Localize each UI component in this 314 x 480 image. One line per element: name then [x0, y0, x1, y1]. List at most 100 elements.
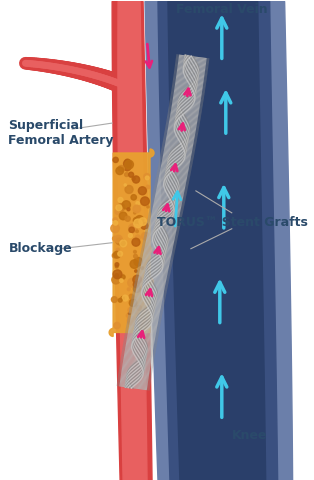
Circle shape [122, 201, 130, 209]
Circle shape [133, 281, 139, 288]
Circle shape [133, 275, 142, 284]
Circle shape [134, 251, 136, 253]
Polygon shape [158, 1, 278, 480]
Circle shape [135, 311, 138, 314]
Circle shape [145, 176, 149, 180]
Polygon shape [109, 149, 154, 336]
Circle shape [114, 252, 120, 258]
Circle shape [136, 230, 138, 233]
Circle shape [125, 185, 133, 193]
Circle shape [129, 227, 134, 232]
Circle shape [128, 278, 137, 287]
Circle shape [130, 317, 138, 325]
Circle shape [129, 224, 137, 232]
Circle shape [133, 205, 141, 213]
Circle shape [133, 176, 140, 183]
Circle shape [134, 254, 137, 258]
Circle shape [118, 299, 122, 302]
Circle shape [118, 166, 124, 172]
Polygon shape [168, 1, 266, 480]
Circle shape [138, 187, 146, 195]
Circle shape [143, 283, 145, 286]
Circle shape [113, 157, 118, 163]
Circle shape [136, 216, 144, 224]
Circle shape [132, 177, 135, 180]
Circle shape [144, 277, 153, 286]
Circle shape [115, 235, 122, 243]
Circle shape [144, 173, 150, 180]
Circle shape [124, 164, 131, 171]
Text: Blockage: Blockage [8, 242, 72, 255]
Circle shape [122, 295, 128, 301]
Polygon shape [118, 1, 147, 480]
Circle shape [116, 248, 120, 252]
Circle shape [111, 224, 119, 233]
Circle shape [125, 173, 128, 177]
Circle shape [123, 160, 132, 168]
Circle shape [118, 273, 123, 278]
Circle shape [134, 257, 143, 266]
Circle shape [111, 297, 117, 302]
Circle shape [127, 288, 130, 291]
Circle shape [118, 197, 123, 203]
Circle shape [120, 279, 123, 282]
Text: Knee: Knee [232, 429, 268, 442]
Circle shape [128, 312, 131, 314]
Circle shape [139, 323, 142, 325]
Circle shape [113, 270, 122, 279]
Circle shape [115, 265, 118, 268]
Circle shape [139, 218, 147, 226]
Circle shape [113, 221, 118, 225]
Text: Femoral Vein: Femoral Vein [176, 3, 268, 16]
Circle shape [141, 267, 144, 269]
Circle shape [118, 252, 122, 256]
Circle shape [134, 297, 137, 299]
Circle shape [114, 323, 120, 329]
Circle shape [119, 240, 125, 246]
Circle shape [147, 205, 149, 208]
Circle shape [141, 222, 148, 229]
Circle shape [129, 299, 137, 307]
Circle shape [143, 282, 148, 287]
Circle shape [115, 263, 119, 266]
Circle shape [124, 184, 126, 186]
Circle shape [112, 276, 120, 284]
Polygon shape [145, 1, 293, 480]
Circle shape [135, 235, 140, 240]
Circle shape [126, 314, 130, 317]
Circle shape [112, 236, 117, 241]
Text: Superficial
Femoral Artery: Superficial Femoral Artery [8, 119, 114, 147]
Circle shape [133, 217, 139, 223]
Circle shape [127, 208, 130, 211]
Circle shape [121, 275, 125, 279]
Circle shape [128, 307, 133, 313]
Circle shape [121, 241, 125, 245]
Circle shape [135, 270, 137, 272]
Polygon shape [112, 1, 152, 480]
Circle shape [113, 218, 117, 222]
Circle shape [125, 216, 130, 221]
Circle shape [116, 167, 124, 175]
Circle shape [136, 202, 139, 205]
Circle shape [115, 274, 118, 277]
Circle shape [136, 305, 142, 311]
Circle shape [125, 159, 130, 165]
Circle shape [134, 212, 136, 214]
Circle shape [116, 205, 122, 211]
Circle shape [115, 209, 120, 215]
Circle shape [133, 286, 140, 292]
Circle shape [145, 230, 149, 234]
Circle shape [128, 234, 133, 238]
Circle shape [130, 260, 139, 268]
Circle shape [112, 253, 117, 258]
Circle shape [132, 238, 140, 246]
Circle shape [142, 232, 149, 240]
Circle shape [142, 319, 148, 325]
Text: TORUS™ Stent Grafts: TORUS™ Stent Grafts [157, 216, 307, 229]
Circle shape [145, 313, 148, 316]
Circle shape [125, 160, 133, 169]
Circle shape [134, 219, 142, 228]
Circle shape [120, 240, 127, 247]
Circle shape [144, 246, 152, 254]
Circle shape [131, 194, 137, 200]
